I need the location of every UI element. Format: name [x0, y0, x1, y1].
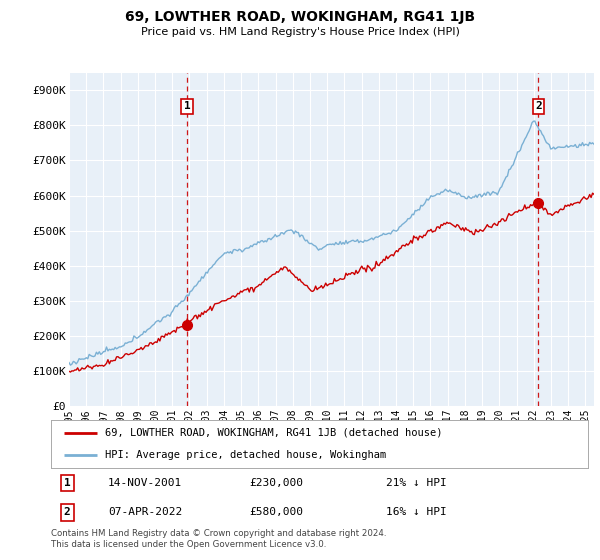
Text: 21% ↓ HPI: 21% ↓ HPI [386, 478, 446, 488]
Text: 1: 1 [64, 478, 70, 488]
Text: 16% ↓ HPI: 16% ↓ HPI [386, 507, 446, 517]
Text: HPI: Average price, detached house, Wokingham: HPI: Average price, detached house, Woki… [105, 450, 386, 460]
Text: 2: 2 [535, 101, 542, 111]
Text: Contains HM Land Registry data © Crown copyright and database right 2024.
This d: Contains HM Land Registry data © Crown c… [51, 529, 386, 549]
Text: 07-APR-2022: 07-APR-2022 [108, 507, 182, 517]
Text: 2: 2 [64, 507, 70, 517]
Text: 69, LOWTHER ROAD, WOKINGHAM, RG41 1JB: 69, LOWTHER ROAD, WOKINGHAM, RG41 1JB [125, 10, 475, 24]
Text: £580,000: £580,000 [250, 507, 304, 517]
Text: 1: 1 [184, 101, 191, 111]
Text: 14-NOV-2001: 14-NOV-2001 [108, 478, 182, 488]
Text: 69, LOWTHER ROAD, WOKINGHAM, RG41 1JB (detached house): 69, LOWTHER ROAD, WOKINGHAM, RG41 1JB (d… [105, 428, 442, 438]
Text: Price paid vs. HM Land Registry's House Price Index (HPI): Price paid vs. HM Land Registry's House … [140, 27, 460, 37]
Text: £230,000: £230,000 [250, 478, 304, 488]
